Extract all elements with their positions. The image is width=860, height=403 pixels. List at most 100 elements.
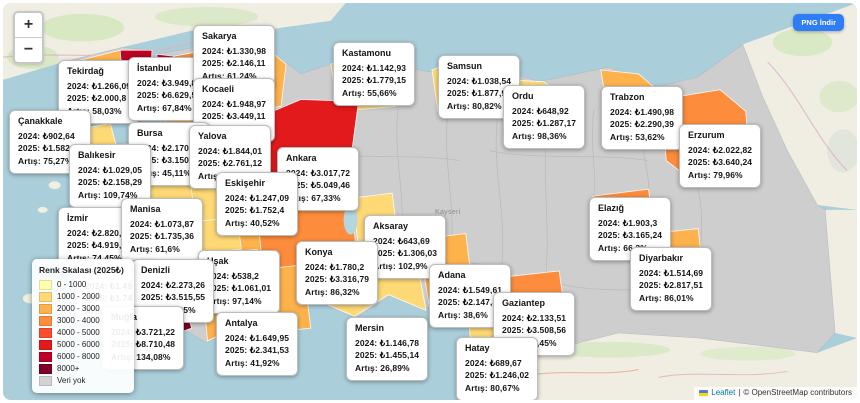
legend-label: 8000+ bbox=[57, 363, 80, 373]
legend-swatch bbox=[39, 327, 52, 338]
province-stat: 2025: ₺3.508,56 bbox=[502, 325, 567, 336]
province-name: Balıkesir bbox=[78, 150, 116, 160]
province-tooltip-Ordu: Ordu 2024: ₺648,92 2025: ₺1.287,17 Artış: 9… bbox=[503, 85, 586, 149]
leaflet-map[interactable]: Kayseri Mersin Tekirdağ 2024: ₺1.266,09 20… bbox=[3, 3, 857, 400]
legend-label: 4000 - 5000 bbox=[57, 327, 100, 337]
province-name: Elazığ bbox=[598, 203, 625, 213]
legend-item: Veri yok bbox=[39, 375, 124, 386]
province-stat: 2024: ₺3.017,72 bbox=[286, 167, 351, 178]
province-name: Sakarya bbox=[202, 31, 237, 41]
province-stat: 2025: ₺2.146,11 bbox=[202, 58, 266, 69]
legend-label: 2000 - 3000 bbox=[57, 303, 100, 313]
legend-title: Renk Skalası (2025₺) bbox=[39, 264, 124, 275]
province-stat: 2025: ₺3.449,11 bbox=[202, 111, 266, 122]
png-download-button[interactable]: PNG İndir bbox=[793, 14, 844, 31]
province-stat: 2024: ₺1.073,87 bbox=[130, 218, 195, 229]
legend-item: 2000 - 3000 bbox=[39, 303, 124, 314]
province-stat: 2025: ₺1.779,15 bbox=[342, 75, 407, 86]
province-stat: Artış: 86,32% bbox=[305, 287, 360, 297]
province-stat: 2024: ₺1.903,3 bbox=[598, 217, 658, 228]
province-stat: 2024: ₺3.949,82 bbox=[137, 77, 202, 88]
zoom-in-button[interactable]: + bbox=[23, 16, 34, 33]
leaflet-link[interactable]: Leaflet bbox=[711, 387, 736, 397]
legend-item: 5000 - 6000 bbox=[39, 339, 124, 350]
province-stat: Artış: 102,9% bbox=[373, 261, 428, 271]
province-tooltip-Hatay: Hatay 2024: ₺689,67 2025: ₺1.246,02 Artış: … bbox=[456, 337, 539, 400]
province-name: Ordu bbox=[512, 91, 534, 101]
province-stat: Artış: 134,08% bbox=[111, 352, 171, 362]
province-name: İstanbul bbox=[137, 63, 172, 73]
ukraine-flag-icon bbox=[699, 389, 709, 396]
province-stat: 2024: ₺902,64 bbox=[18, 130, 75, 141]
province-tooltip-Konya: Konya 2024: ₺1.780,2 2025: ₺3.316,79 Artış:… bbox=[296, 241, 379, 305]
legend-swatch bbox=[39, 375, 52, 386]
legend-label: 5000 - 6000 bbox=[57, 339, 100, 349]
province-stat: 2024: ₺2.273,26 bbox=[141, 279, 206, 290]
province-name: Denizli bbox=[141, 265, 171, 275]
province-stat: 2024: ₺648,92 bbox=[512, 105, 569, 116]
zoom-out-button[interactable]: − bbox=[15, 37, 42, 62]
legend-swatch bbox=[39, 351, 52, 362]
province-stat: 2024: ₺538,2 bbox=[207, 270, 259, 281]
province-stat: 2025: ₺2.158,29 bbox=[78, 177, 143, 188]
province-stat: 2025: ₺6.629,57 bbox=[137, 90, 202, 101]
province-tooltip-Manisa: Manisa 2024: ₺1.073,87 2025: ₺1.735,36 Artı… bbox=[121, 198, 204, 262]
province-stat: 2024: ₺643,69 bbox=[373, 235, 430, 246]
legend-swatch bbox=[39, 363, 52, 374]
legend-item: 6000 - 8000 bbox=[39, 351, 124, 362]
province-tooltip-Tekirdağ: Tekirdağ 2024: ₺1.266,09 2025: ₺2.000,8 Art… bbox=[58, 60, 141, 124]
attribution-separator: | bbox=[738, 387, 741, 397]
province-stat: 2025: ₺3.150,29 bbox=[137, 155, 202, 166]
province-name: Gaziantep bbox=[502, 298, 546, 308]
province-stat: 2025: ₺1.582,08 bbox=[18, 143, 83, 154]
province-stat: 2024: ₺1.029,05 bbox=[78, 164, 143, 175]
province-stat: Artış: 80,82% bbox=[447, 101, 502, 111]
province-name: Diyarbakır bbox=[639, 253, 684, 263]
legend-items: 0 - 1000 1000 - 2000 2000 - 3000 3000 - 400… bbox=[39, 279, 124, 386]
province-stat: Artış: 79,96% bbox=[688, 170, 743, 180]
province-stat: 2024: ₺1.549,61 bbox=[438, 284, 503, 295]
province-stat: 2024: ₺1.142,93 bbox=[342, 62, 407, 73]
province-name: Konya bbox=[305, 247, 333, 257]
province-stat: 2025: ₺2.290,39 bbox=[610, 119, 675, 130]
province-stat: Artış: 80,67% bbox=[465, 383, 520, 393]
province-stat: 2025: ₺3.165,24 bbox=[598, 230, 663, 241]
legend-item: 0 - 1000 bbox=[39, 279, 124, 290]
legend-swatch bbox=[39, 339, 52, 350]
province-stat: Artış: 40,52% bbox=[225, 218, 280, 228]
province-name: Ankara bbox=[286, 153, 317, 163]
legend-label: 3000 - 4000 bbox=[57, 315, 100, 325]
province-stat: 2024: ₺1.780,2 bbox=[305, 261, 365, 272]
province-stat: Artış: 61,6% bbox=[130, 244, 180, 254]
province-name: Kocaeli bbox=[202, 84, 235, 94]
province-stat: Artış: 109,74% bbox=[78, 190, 138, 200]
province-stat: 2025: ₺1.061,01 bbox=[207, 283, 272, 294]
neighbor-land bbox=[3, 3, 857, 400]
province-tooltip-Balıkesir: Balıkesir 2024: ₺1.029,05 2025: ₺2.158,29 A… bbox=[69, 144, 152, 208]
legend-item: 3000 - 4000 bbox=[39, 315, 124, 326]
province-stat: 2024: ₺1.038,54 bbox=[447, 75, 512, 86]
province-name: Uşak bbox=[207, 256, 229, 266]
province-stat: 2025: ₺2.761,12 bbox=[198, 158, 263, 169]
province-stat: 2025: ₺2.147,8 bbox=[438, 297, 498, 308]
province-stat: Artış: 86,01% bbox=[639, 293, 694, 303]
legend-label: Veri yok bbox=[57, 375, 86, 385]
legend-label: 6000 - 8000 bbox=[57, 351, 100, 361]
legend-label: 1000 - 2000 bbox=[57, 291, 100, 301]
legend-swatch bbox=[39, 279, 52, 290]
province-name: Trabzon bbox=[610, 92, 645, 102]
province-stat: 2024: ₺1.330,98 bbox=[202, 45, 267, 56]
province-stat: Artış: 53,62% bbox=[610, 132, 665, 142]
province-stat: 2025: ₺3.515,55 bbox=[141, 292, 206, 303]
province-tooltip-Kastamonu: Kastamonu 2024: ₺1.142,93 2025: ₺1.779,15 A… bbox=[333, 42, 416, 106]
province-tooltip-Trabzon: Trabzon 2024: ₺1.490,98 2025: ₺2.290,39 Art… bbox=[601, 86, 684, 150]
province-stat: 2024: ₺689,67 bbox=[465, 357, 522, 368]
province-stat: 2025: ₺1.877,93 bbox=[447, 88, 512, 99]
province-name: Mersin bbox=[355, 323, 385, 333]
province-stat: 2025: ₺1.752,4 bbox=[225, 205, 285, 216]
province-stat: Artış: 67,33% bbox=[286, 193, 341, 203]
province-stat: 2025: ₺4.919,92 bbox=[67, 240, 132, 251]
province-name: Adana bbox=[438, 270, 466, 280]
osm-attribution[interactable]: © OpenStreetMap contributors bbox=[743, 387, 852, 397]
